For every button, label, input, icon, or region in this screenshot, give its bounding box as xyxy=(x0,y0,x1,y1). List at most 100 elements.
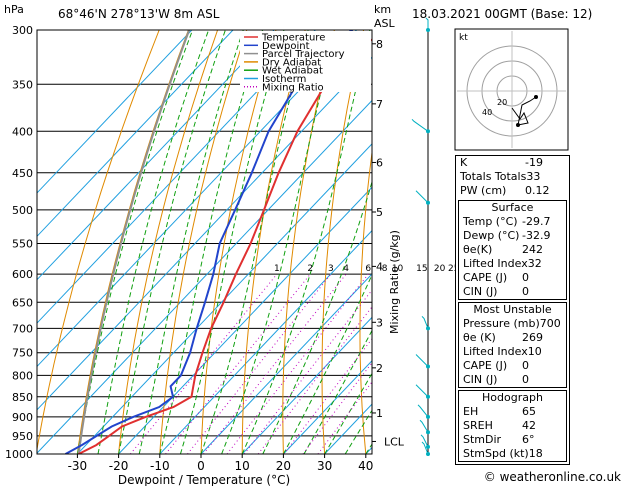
km-tick-6: 6 xyxy=(376,156,383,169)
wind-barb xyxy=(415,190,429,204)
legend-item-5: Isotherm xyxy=(262,74,306,85)
axes: 3003504004505005506006507007508008509009… xyxy=(5,24,459,473)
index-row: θe(K) 242 xyxy=(459,243,566,257)
isotherm--20 xyxy=(118,186,372,454)
index-label: Pressure (mb) xyxy=(463,317,540,330)
wind-barb xyxy=(419,419,429,433)
legend-item-6: Mixing Ratio xyxy=(262,82,324,93)
mixing-ratio-label: 20 xyxy=(434,264,446,274)
wet-adiabat xyxy=(303,329,372,454)
index-row: K -19 xyxy=(456,156,569,170)
index-label: StmDir xyxy=(463,433,502,446)
km-unit-label: km xyxy=(374,3,391,16)
pressure-unit-label: hPa xyxy=(4,3,24,16)
index-label: CIN (J) xyxy=(463,373,498,386)
index-label: Dewp (°C) xyxy=(463,229,520,242)
index-row: θe (K) 269 xyxy=(459,331,566,345)
surface-section: Surface Temp (°C) -29.7 Dewp (°C) -32.9 θe(K… xyxy=(458,200,567,300)
pressure-tick-800: 800 xyxy=(12,369,33,382)
pressure-tick-900: 900 xyxy=(12,411,33,424)
index-label: StmSpd (kt) xyxy=(463,447,529,460)
wet-adiabat xyxy=(97,30,210,454)
index-label: θe (K) xyxy=(463,331,496,344)
hodo-ring-label-2: 40 xyxy=(482,108,492,117)
pressure-tick-500: 500 xyxy=(12,204,33,217)
isotherm--80 xyxy=(37,30,275,281)
dry-adiabat xyxy=(432,30,451,454)
index-row: CAPE (J) 0 xyxy=(459,359,566,373)
mixing-ratio-label: 8 xyxy=(382,264,388,274)
mixing-ratio-line xyxy=(226,273,369,454)
km-tick-1: 1 xyxy=(376,407,383,420)
mixing-ratio-label: 10 xyxy=(392,264,404,274)
wet-adiabat xyxy=(179,30,285,454)
dry-adiabat xyxy=(37,30,160,453)
dry-adiabat xyxy=(596,30,629,454)
hodo-ring-label-1: 20 xyxy=(497,98,507,107)
parcel-trajectory xyxy=(77,30,191,454)
index-row: Pressure (mb) 700 xyxy=(459,317,566,331)
index-value: 0 xyxy=(522,271,529,284)
dry-adiabat xyxy=(118,30,219,454)
index-value: 0 xyxy=(522,359,529,372)
most-unstable-title: Most Unstable xyxy=(473,303,552,316)
isotherm-10 xyxy=(241,316,372,454)
index-value: -32.9 xyxy=(522,229,551,242)
surface-title: Surface xyxy=(491,201,534,214)
index-value: 242 xyxy=(522,243,543,256)
x-tick--30: -30 xyxy=(68,459,88,473)
x-tick--20: -20 xyxy=(109,459,129,473)
index-row: EH 65 xyxy=(459,405,566,419)
index-value: 65 xyxy=(522,405,536,418)
pressure-tick-1000: 1000 xyxy=(5,448,33,461)
legend-item-0: Temperature xyxy=(261,33,325,44)
wet-adiabat xyxy=(324,372,372,454)
index-label: Lifted Index xyxy=(463,345,528,358)
index-label: Lifted Index xyxy=(463,257,528,270)
location-label: 68°46'N 278°13'W 8m ASL xyxy=(58,7,220,21)
mixing-ratio-label: 15 xyxy=(416,264,427,274)
wet-adiabat xyxy=(282,273,372,454)
wet-adiabat xyxy=(118,30,226,454)
mixing-ratio-line xyxy=(165,273,311,454)
index-row: StmSpd (kt) 18 xyxy=(459,447,566,461)
index-label: Totals Totals xyxy=(460,170,527,183)
km-tick-8: 8 xyxy=(376,38,383,51)
index-value: 0 xyxy=(522,285,529,298)
index-value: 269 xyxy=(522,331,543,344)
mixing-ratio-label: 6 xyxy=(365,264,371,274)
isotherm--90 xyxy=(37,30,234,238)
temperature-profile xyxy=(78,38,372,454)
index-value: 33 xyxy=(526,170,541,183)
index-label: CIN (J) xyxy=(463,285,498,298)
pressure-tick-600: 600 xyxy=(12,268,33,281)
isotherm--100 xyxy=(37,30,193,194)
index-row: StmDir 6° xyxy=(459,433,566,447)
mixing-ratio-label: 3 xyxy=(328,264,334,274)
most-unstable-section: Most Unstable Pressure (mb) 700 θe (K) 269 L… xyxy=(458,302,567,388)
index-value: -29.7 xyxy=(522,215,551,228)
wet-adiabat xyxy=(159,30,264,454)
dry-adiabat xyxy=(321,30,365,454)
isotherm--30 xyxy=(77,143,372,454)
hodograph-unit-label: kt xyxy=(459,33,468,43)
x-axis-label: Dewpoint / Temperature (°C) xyxy=(118,473,290,486)
index-row: CAPE (J) 0 xyxy=(459,271,566,285)
x-tick-0: 0 xyxy=(197,459,205,473)
index-label: PW (cm) xyxy=(460,184,507,197)
dry-adiabat xyxy=(200,30,277,454)
legend-item-3: Dry Adiabat xyxy=(262,57,321,68)
index-value: 32 xyxy=(527,257,542,270)
index-value: -19 xyxy=(525,156,543,169)
hodograph-stats-title: Hodograph xyxy=(482,391,543,404)
index-row: Lifted Index 32 xyxy=(459,257,566,271)
index-value: 0.12 xyxy=(525,184,550,197)
mixing-ratio-label: 4 xyxy=(343,264,349,274)
km-tick-5: 5 xyxy=(376,206,383,219)
mixing-ratio-label: 2 xyxy=(307,264,313,274)
legend-item-1: Dewpoint xyxy=(262,41,310,52)
x-tick-40: 40 xyxy=(358,459,373,473)
pressure-tick-850: 850 xyxy=(12,391,33,404)
index-label: CAPE (J) xyxy=(463,271,508,284)
